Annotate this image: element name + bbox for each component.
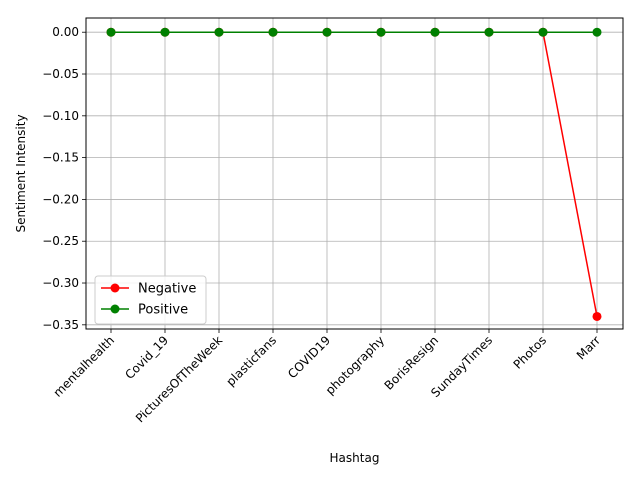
legend-swatch-marker	[110, 304, 120, 314]
y-axis-ticks: 0.00 −0.05 −0.10 −0.15 −0.20 −0.25 −0.30 −0.35	[42, 25, 86, 332]
y-axis-title: Sentiment Intensity	[14, 114, 28, 232]
y-tick-label: −0.15	[42, 151, 79, 165]
legend-swatch-marker	[110, 283, 120, 293]
y-tick-label: −0.20	[42, 192, 79, 206]
data-point-positive	[268, 27, 278, 37]
y-tick-label: −0.30	[42, 276, 79, 290]
series-layer	[106, 27, 602, 321]
legend-label: Positive	[138, 303, 188, 318]
legend: Negative Positive	[94, 275, 207, 325]
y-tick-label: −0.05	[42, 67, 79, 81]
y-tick-label: −0.25	[42, 234, 79, 248]
data-point-positive	[484, 27, 494, 37]
x-axis-title: Hashtag	[330, 451, 380, 465]
data-point-positive	[538, 27, 548, 37]
y-tick-label: 0.00	[52, 25, 79, 39]
y-tick-label: −0.10	[42, 109, 79, 123]
data-point-positive	[106, 27, 116, 37]
data-point-positive	[322, 27, 332, 37]
data-point-positive	[430, 27, 440, 37]
grid-lines	[86, 18, 623, 329]
data-point-positive	[592, 27, 602, 37]
data-point-positive	[160, 27, 170, 37]
plot-frame	[85, 17, 624, 330]
data-point-negative	[592, 311, 602, 321]
y-tick-label: −0.35	[42, 318, 79, 332]
legend-label: Negative	[138, 282, 196, 297]
data-point-positive	[376, 27, 386, 37]
data-point-positive	[214, 27, 224, 37]
